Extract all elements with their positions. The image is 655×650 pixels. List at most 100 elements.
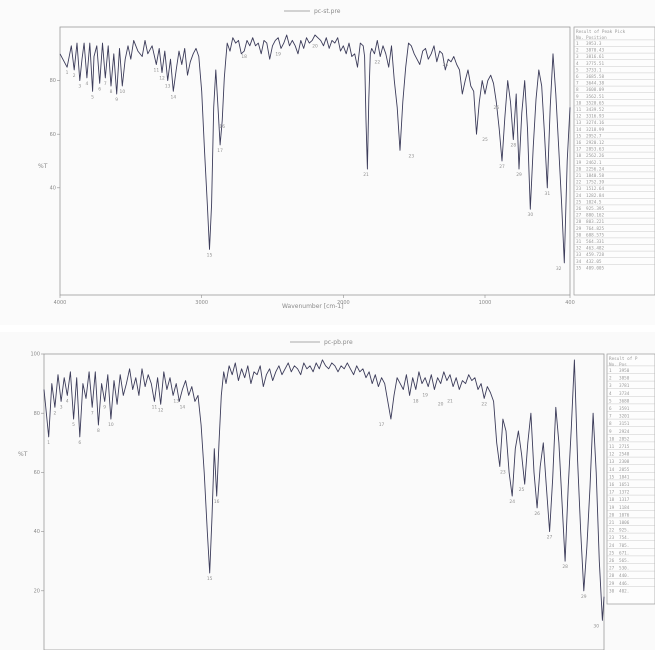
peak-table-row-no: 35 [576,265,582,271]
peak-table-row-position: 925.395 [586,206,605,212]
peak-table-row-position: 2952.7 [586,133,602,139]
peak-label: 16 [214,499,220,505]
peak-table-row-position: 764.825 [586,226,605,232]
peak-table-row-position: 1282.84 [586,193,605,199]
peak-table-row-no: 11 [576,107,582,113]
peak-table-row-position: 3218.99 [586,127,605,133]
y-axis: 80 60 40 [50,78,60,191]
peak-label: 18 [413,398,419,404]
peak-table-row-position: 3733.1 [586,67,602,73]
peak-table-title: Result of Peak Pick [576,29,626,35]
peak-label: 24 [509,499,515,505]
peak-table-row-no: 1 [576,41,579,47]
peak-table-row-no: 33 [576,252,582,258]
peak-table-row-no: 24 [609,543,615,549]
peak-table-row-position: 3274.16 [586,120,605,126]
peak-table-row-position: 2548 [619,452,630,458]
peak-label: 31 [545,191,551,197]
peak-table-row-no: 9 [609,429,612,435]
peak-table-row-no: 32 [576,246,582,252]
peak-table-row-position: 3591 [619,406,630,412]
y-axis: 100 80 60 40 20 [30,352,44,594]
peak-table-row-no: 18 [576,153,582,159]
peak-table-row-position: 3316.93 [586,114,605,120]
peak-table-row-position: 1076 [619,512,630,518]
peak-label: 20 [312,43,318,49]
peak-table-frame [573,26,655,296]
peak-label: 7 [91,410,94,416]
peak-label: 3 [78,84,81,90]
peak-table-row-no: 22 [609,528,615,534]
peak-table-row-position: 3562.51 [586,94,605,100]
peak-table-row-no: 4 [609,391,612,397]
peak-label: 14 [171,94,177,100]
peak-table-row-no: 19 [609,505,615,511]
peak-table-row-position: 3870.43 [586,48,605,54]
y-tick-label: 80 [34,411,40,417]
peak-table-row-position: 530. [619,566,629,572]
peak-table-col-position: Position [586,35,607,41]
peak-table: Result of P No. Pos 1 3950 2 3850 3 3781 4 3734… [606,353,655,605]
peak-table-row-position: 1651 [619,482,630,488]
peak-label: 6 [78,440,81,446]
peak-table-row-no: 31 [576,239,582,245]
peak-table-row-no: 16 [609,482,615,488]
peak-table-row-position: 2852 [619,436,630,442]
peak-label: 15 [207,252,213,258]
peak-table-row-position: 2256.24 [586,166,605,172]
peak-table-row-no: 34 [576,259,582,265]
peak-table-row-position: 754. [619,535,629,541]
peak-label: 9 [115,97,118,103]
peak-table-row-no: 8 [609,421,612,427]
peak-table-row-no: 23 [576,186,582,192]
peak-table-row-no: 25 [609,550,615,556]
peak-table-row-position: 803.221 [586,219,605,225]
peak-table-row-position: 2055 [619,467,630,473]
peak-label: 5 [72,422,75,428]
x-tick-label: 3000 [195,300,208,306]
peak-table-row-position: 1006 [619,520,630,526]
peak-label: 9 [103,404,106,410]
peak-table-row-position: 446. [619,581,629,587]
peak-label: 10 [108,422,114,428]
peak-label: 4 [66,398,69,404]
peak-table-row-no: 22 [576,180,582,186]
peak-label: 32 [556,266,562,272]
peak-table-row-position: 2715 [619,444,630,450]
peak-label: 27 [499,164,505,170]
peak-label: 11 [152,404,158,410]
peak-label: 30 [593,623,599,629]
y-tick-label: 20 [34,588,40,594]
peak-label: 8 [97,428,100,434]
peak-table-row-position: 409.005 [586,265,605,271]
peak-table-row-position: 440. [619,573,629,579]
peak-table-row-position: 402. [619,588,629,594]
peak-label: 2 [53,410,56,416]
peak-labels: 1234567891011121314151617181920212223242… [66,43,562,271]
peak-table-row-no: 30 [609,588,615,594]
peak-table-row-position: 3734 [619,391,630,397]
peak-label: 29 [516,172,522,178]
peak-table-row-no: 2 [576,48,579,54]
peak-table-row-no: 9 [576,94,579,100]
peak-table-row-position: 3781 [619,383,630,389]
peak-table-row-no: 6 [609,406,612,412]
peak-label: 30 [528,212,534,218]
peak-labels: 1234567891011121314151617181920212223242… [47,393,599,630]
peak-table-row-position: 3850 [619,376,630,382]
peak-table-row-no: 14 [609,467,615,473]
peak-table-row-position: 2462.1 [586,160,602,166]
peak-label: 2 [73,73,76,79]
peak-table-row-position: 3201 [619,414,630,420]
peak-table-row-position: 3151 [619,421,630,427]
peak-label: 4 [86,81,89,87]
peak-table-row-position: 925. [619,528,629,534]
x-tick-label: 2000 [337,300,350,306]
peak-table-row-no: 28 [609,573,615,579]
peak-table-row-position: 2920.12 [586,140,605,146]
peak-table-row-no: 18 [609,497,615,503]
peak-label: 6 [98,86,101,92]
peak-label: 28 [562,564,568,570]
peak-table-row-no: 24 [576,193,582,199]
plot-frame [43,353,605,650]
